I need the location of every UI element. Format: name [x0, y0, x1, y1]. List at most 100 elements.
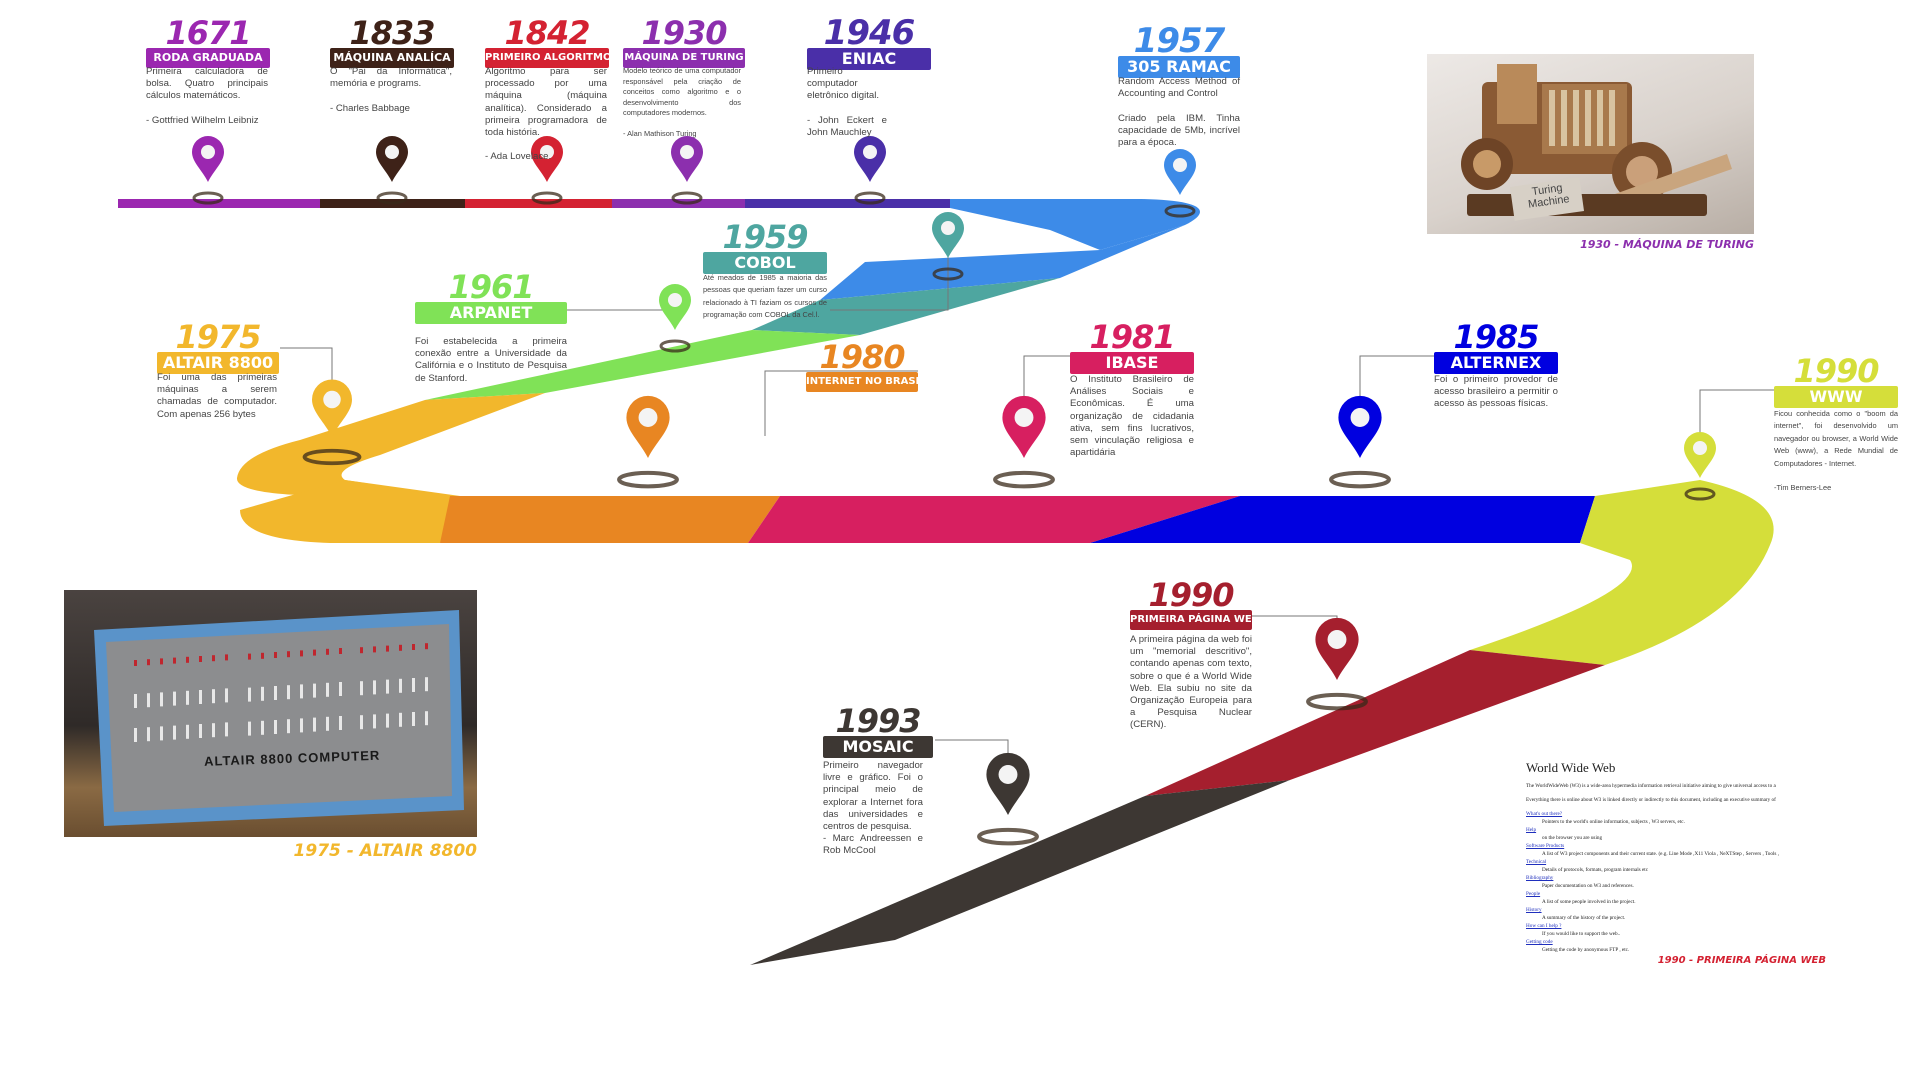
- pin-ring: [977, 827, 1039, 846]
- event-year: 1842: [504, 14, 590, 52]
- altair-switch: [134, 694, 137, 708]
- pin-ibase: [993, 395, 1055, 489]
- altair-switch: [373, 714, 376, 729]
- event-year: 1993: [835, 702, 921, 740]
- pin-altair: [302, 379, 362, 466]
- altair-switch: [287, 719, 290, 734]
- event-title: MÁQUINA ANALÍCA: [330, 48, 454, 68]
- pin-dot: [863, 145, 877, 159]
- event-www: 1990 WWW: [1774, 352, 1898, 408]
- altair-switch: [399, 712, 402, 727]
- altair-switch: [399, 678, 402, 693]
- event-description: O Instituto Brasileiro de Análises Socia…: [1070, 374, 1194, 459]
- altair-switch: [339, 682, 342, 696]
- altair-switch: [339, 716, 342, 730]
- event-eniac: 1946 ENIAC: [807, 13, 931, 70]
- event-year: 1990: [1148, 576, 1234, 614]
- webpage-link[interactable]: People: [1526, 891, 1541, 897]
- connector-line: [567, 302, 676, 311]
- event-ramac: 1957 305 RAMAC: [1118, 21, 1240, 78]
- altair-switch: [425, 643, 428, 650]
- pin-dot: [1173, 158, 1187, 172]
- altair-switch: [186, 656, 189, 663]
- event-year: 1946: [823, 13, 916, 53]
- altair-switch: [326, 682, 329, 697]
- altair-switch: [225, 722, 228, 737]
- event-description: Até meados de 1985 a maioria das pessoas…: [703, 273, 827, 320]
- map-pin-icon: [1002, 395, 1046, 458]
- pin-dot: [668, 293, 682, 307]
- event-description: A primeira página da web foi um "memoria…: [1130, 634, 1252, 731]
- altair-switch: [212, 723, 215, 738]
- road-segment-eniac: [745, 199, 950, 208]
- event-year: 1957: [1133, 21, 1226, 61]
- pin-dot: [201, 145, 215, 159]
- event-alternex: 1985 ALTERNEX: [1434, 318, 1558, 374]
- pin-brasil: [617, 395, 679, 489]
- pin-dot: [323, 390, 341, 409]
- webpage-text-line: on the browser you are using: [1542, 835, 1603, 841]
- pin-ring: [1306, 692, 1368, 711]
- altair-switch: [248, 687, 251, 702]
- pin-analitica: [376, 136, 408, 205]
- altair-switch: [248, 653, 251, 660]
- event-pagina: 1990 PRIMEIRA PÁGINA WEB: [1130, 576, 1252, 630]
- event-description: Primeira calculadora de bolsa. Quatro pr…: [146, 66, 268, 126]
- webpage-link[interactable]: Technical: [1526, 859, 1547, 865]
- altair-switch: [386, 679, 389, 694]
- event-year: 1961: [448, 268, 534, 306]
- event-description: Primeiro navegador livre e gráfico. Foi …: [823, 760, 923, 857]
- webpage-text-line: Getting the code by anonymous FTP , etc.: [1542, 947, 1630, 953]
- altair-switch: [274, 652, 277, 658]
- altair-switch: [300, 684, 303, 699]
- event-title: WWW: [1774, 386, 1898, 408]
- event-title: ARPANET: [415, 302, 567, 324]
- webpage-link[interactable]: Getting code: [1526, 939, 1553, 945]
- timeline-pins: [192, 136, 1716, 846]
- altair-illustration: [94, 610, 464, 826]
- altair-switch: [386, 645, 389, 652]
- altair-switch: [274, 686, 277, 700]
- altair-switch: [287, 685, 290, 700]
- event-description: Random Access Method of Accounting and C…: [1118, 76, 1240, 149]
- webpage-text-line: The WorldWideWeb (W3) is a wide-area hyp…: [1526, 783, 1776, 789]
- altair-switch: [326, 648, 329, 655]
- event-title: PRIMEIRO ALGORITMO: [485, 48, 609, 68]
- road-segment-cobol: [752, 278, 1060, 335]
- turing-photo-caption: 1930 - MÁQUINA DE TURING: [1580, 238, 1754, 251]
- pin-dot: [1327, 630, 1347, 649]
- road-segment-arpanet: [425, 330, 860, 400]
- pin-algoritmo: [531, 136, 563, 205]
- event-year: 1985: [1453, 318, 1539, 356]
- altair-switch: [173, 657, 176, 664]
- webpage-link[interactable]: Bibliography: [1526, 875, 1554, 881]
- altair-switch: [212, 655, 215, 662]
- altair-switch: [261, 652, 264, 659]
- event-title: ENIAC: [807, 48, 931, 70]
- altair-switch: [425, 677, 428, 692]
- altair-switch: [173, 725, 176, 740]
- altair-switch: [412, 644, 415, 650]
- pin-ring: [993, 470, 1055, 489]
- road-curve-ramac: [820, 225, 1185, 300]
- webpage-link[interactable]: Software Products: [1526, 843, 1565, 849]
- webpage-link[interactable]: Help: [1526, 827, 1537, 833]
- webpage-link[interactable]: History: [1526, 907, 1542, 913]
- webpage-heading: World Wide Web: [1526, 760, 1616, 775]
- pin-dot: [1693, 441, 1707, 455]
- webpage-link[interactable]: How can I help ?: [1526, 923, 1562, 929]
- altair-switch: [261, 720, 264, 735]
- event-title: MOSAIC: [823, 736, 933, 758]
- webpage-text-line: A summary of the history of the project.: [1542, 915, 1626, 921]
- event-ibase: 1981 IBASE: [1070, 321, 1194, 374]
- altair-switch: [386, 713, 389, 728]
- altair-switch: [313, 683, 316, 698]
- webpage-text-line: A list of some people involved in the pr…: [1542, 899, 1636, 905]
- webpage-link[interactable]: What's out there?: [1526, 811, 1563, 817]
- pin-dot: [680, 145, 694, 159]
- event-year: 1990: [1793, 352, 1879, 390]
- event-analitica: 1833 MÁQUINA ANALÍCA: [330, 17, 454, 68]
- altair-switch: [199, 690, 202, 704]
- webpage-text-line: Details of protocols, formats, program i…: [1542, 867, 1649, 873]
- altair-switch: [287, 651, 290, 658]
